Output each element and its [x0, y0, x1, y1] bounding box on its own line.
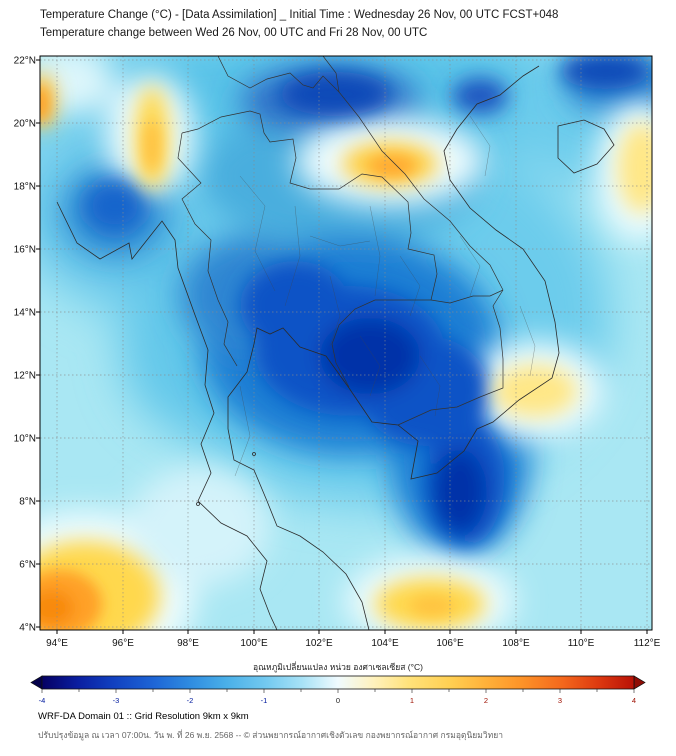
x-axis-label: 108°E: [502, 638, 530, 649]
colorbar-tick-label: 1: [410, 696, 414, 705]
colorbar-title: อุณหภูมิเปลี่ยนแปลง หน่วย องศาเซลเซียส (…: [253, 662, 423, 672]
page-subtitle: Temperature change between Wed 26 Nov, 0…: [40, 26, 428, 39]
map-frame: [39, 55, 653, 631]
x-axis-label: 98°E: [177, 638, 199, 649]
colorbar: -4 -3 -2 -1 0 1 2 3 4: [30, 672, 646, 710]
y-axis-label: 18°N: [14, 182, 36, 193]
y-axis-label: 8°N: [19, 497, 36, 508]
colorbar-canvas: -4 -3 -2 -1 0 1 2 3 4: [30, 675, 646, 705]
colorbar-tick-label: 0: [336, 696, 340, 705]
colorbar-tick-label: 3: [558, 696, 562, 705]
footer-domain-info: WRF-DA Domain 01 :: Grid Resolution 9km …: [38, 711, 249, 722]
x-axis-label: 112°E: [634, 638, 661, 649]
colorbar-ticks: [41, 689, 635, 693]
colorbar-tick-label: -2: [187, 696, 194, 705]
y-axis-label: 4°N: [19, 623, 36, 634]
y-axis-label: 14°N: [14, 308, 36, 319]
y-axis-label: 20°N: [14, 119, 36, 130]
y-axis-label: 12°N: [14, 371, 36, 382]
country-borders: [177, 56, 504, 426]
temperature-field: [40, 56, 652, 630]
y-axis-label: 6°N: [19, 560, 36, 571]
y-axis-label: 10°N: [14, 434, 36, 445]
colorbar-tick-label: -4: [39, 696, 46, 705]
x-axis-label: 110°E: [568, 638, 595, 649]
y-axis-label: 16°N: [14, 245, 36, 256]
title-block: Temperature Change (°C) - [Data Assimila…: [40, 7, 558, 43]
map-plot: [39, 55, 653, 631]
colorbar-tick-label: -3: [113, 696, 120, 705]
x-axis-label: 104°E: [371, 638, 399, 649]
x-axis-label: 94°E: [46, 638, 68, 649]
colorbar-tick-label: 2: [484, 696, 488, 705]
x-axis-label: 102°E: [305, 638, 333, 649]
footer-update-info: ปรับปรุงข้อมูล ณ เวลา 07:00น. วัน พ. ที่…: [38, 730, 503, 740]
y-axis-label: 22°N: [14, 56, 36, 67]
colorbar-left-arrow: [30, 675, 43, 690]
coastlines: [56, 65, 615, 630]
colorbar-tick-label: 4: [632, 696, 636, 705]
x-axis-label: 106°E: [436, 638, 464, 649]
axis-ticks: [36, 59, 648, 634]
page-title: Temperature Change (°C) - [Data Assimila…: [40, 9, 559, 21]
province-borders: [234, 115, 536, 477]
colorbar-gradient-bar: [41, 675, 635, 690]
colorbar-right-arrow: [633, 675, 646, 690]
x-axis-label: 100°E: [240, 638, 268, 649]
map-canvas: 22°N 20°N 18°N 16°N 14°N 12°N 10°N 8°N 6…: [14, 55, 661, 649]
map-figure: 22°N 20°N 18°N 16°N 14°N 12°N 10°N 8°N 6…: [0, 48, 676, 656]
x-axis-label: 96°E: [112, 638, 134, 649]
colorbar-tick-label: -1: [261, 696, 268, 705]
